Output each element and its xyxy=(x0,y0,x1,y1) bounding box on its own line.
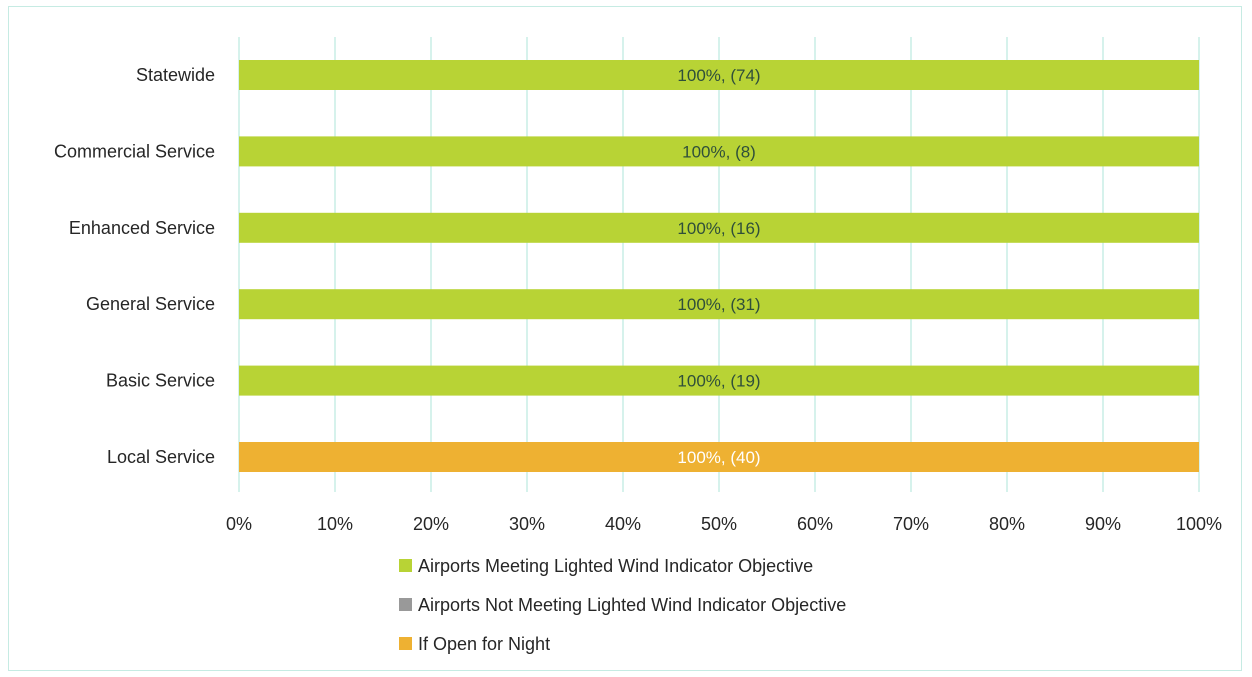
category-label: Local Service xyxy=(107,447,215,467)
category-label: General Service xyxy=(86,294,215,314)
gridlines xyxy=(238,37,1200,492)
x-tick-label: 0% xyxy=(226,514,252,534)
legend-label: If Open for Night xyxy=(418,634,550,654)
x-tick-label: 20% xyxy=(413,514,449,534)
x-tick-label: 40% xyxy=(605,514,641,534)
bar xyxy=(239,136,1199,167)
legend-label: Airports Not Meeting Lighted Wind Indica… xyxy=(418,595,846,615)
data-label: 100%, (31) xyxy=(677,295,760,314)
bar xyxy=(239,60,1199,90)
bars: 100%, (74) 100%, (8) 100%, (16) 100%, (31) 1… xyxy=(239,60,1199,472)
category-label: Basic Service xyxy=(106,371,215,391)
data-label: 100%, (8) xyxy=(682,142,756,161)
bar xyxy=(239,442,1199,472)
legend-swatch xyxy=(399,598,412,611)
data-label: 100%, (16) xyxy=(677,219,760,238)
legend-swatch xyxy=(399,559,412,572)
data-label: 100%, (19) xyxy=(677,372,760,391)
bar xyxy=(239,365,1199,396)
x-tick-label: 100% xyxy=(1176,514,1222,534)
category-label: Enhanced Service xyxy=(69,218,215,238)
legend: Airports Meeting Lighted Wind Indicator … xyxy=(399,556,846,654)
x-tick-label: 90% xyxy=(1085,514,1121,534)
x-tick-label: 10% xyxy=(317,514,353,534)
x-tick-label: 70% xyxy=(893,514,929,534)
bar xyxy=(239,212,1199,243)
x-tick-label: 50% xyxy=(701,514,737,534)
x-tick-label: 60% xyxy=(797,514,833,534)
data-label: 100%, (74) xyxy=(677,66,760,85)
legend-swatch xyxy=(399,637,412,650)
category-labels: Statewide Commercial Service Enhanced Serv… xyxy=(54,65,215,467)
category-label: Statewide xyxy=(136,65,215,85)
bar xyxy=(239,289,1199,320)
data-label: 100%, (40) xyxy=(677,448,760,467)
x-tick-label: 30% xyxy=(509,514,545,534)
chart-frame xyxy=(8,6,1242,671)
legend-label: Airports Meeting Lighted Wind Indicator … xyxy=(418,556,813,576)
x-tick-labels: 0% 10% 20% 30% 40% 50% 60% 70% 80% 90% 100% xyxy=(226,514,1222,534)
x-tick-label: 80% xyxy=(989,514,1025,534)
category-label: Commercial Service xyxy=(54,141,215,161)
